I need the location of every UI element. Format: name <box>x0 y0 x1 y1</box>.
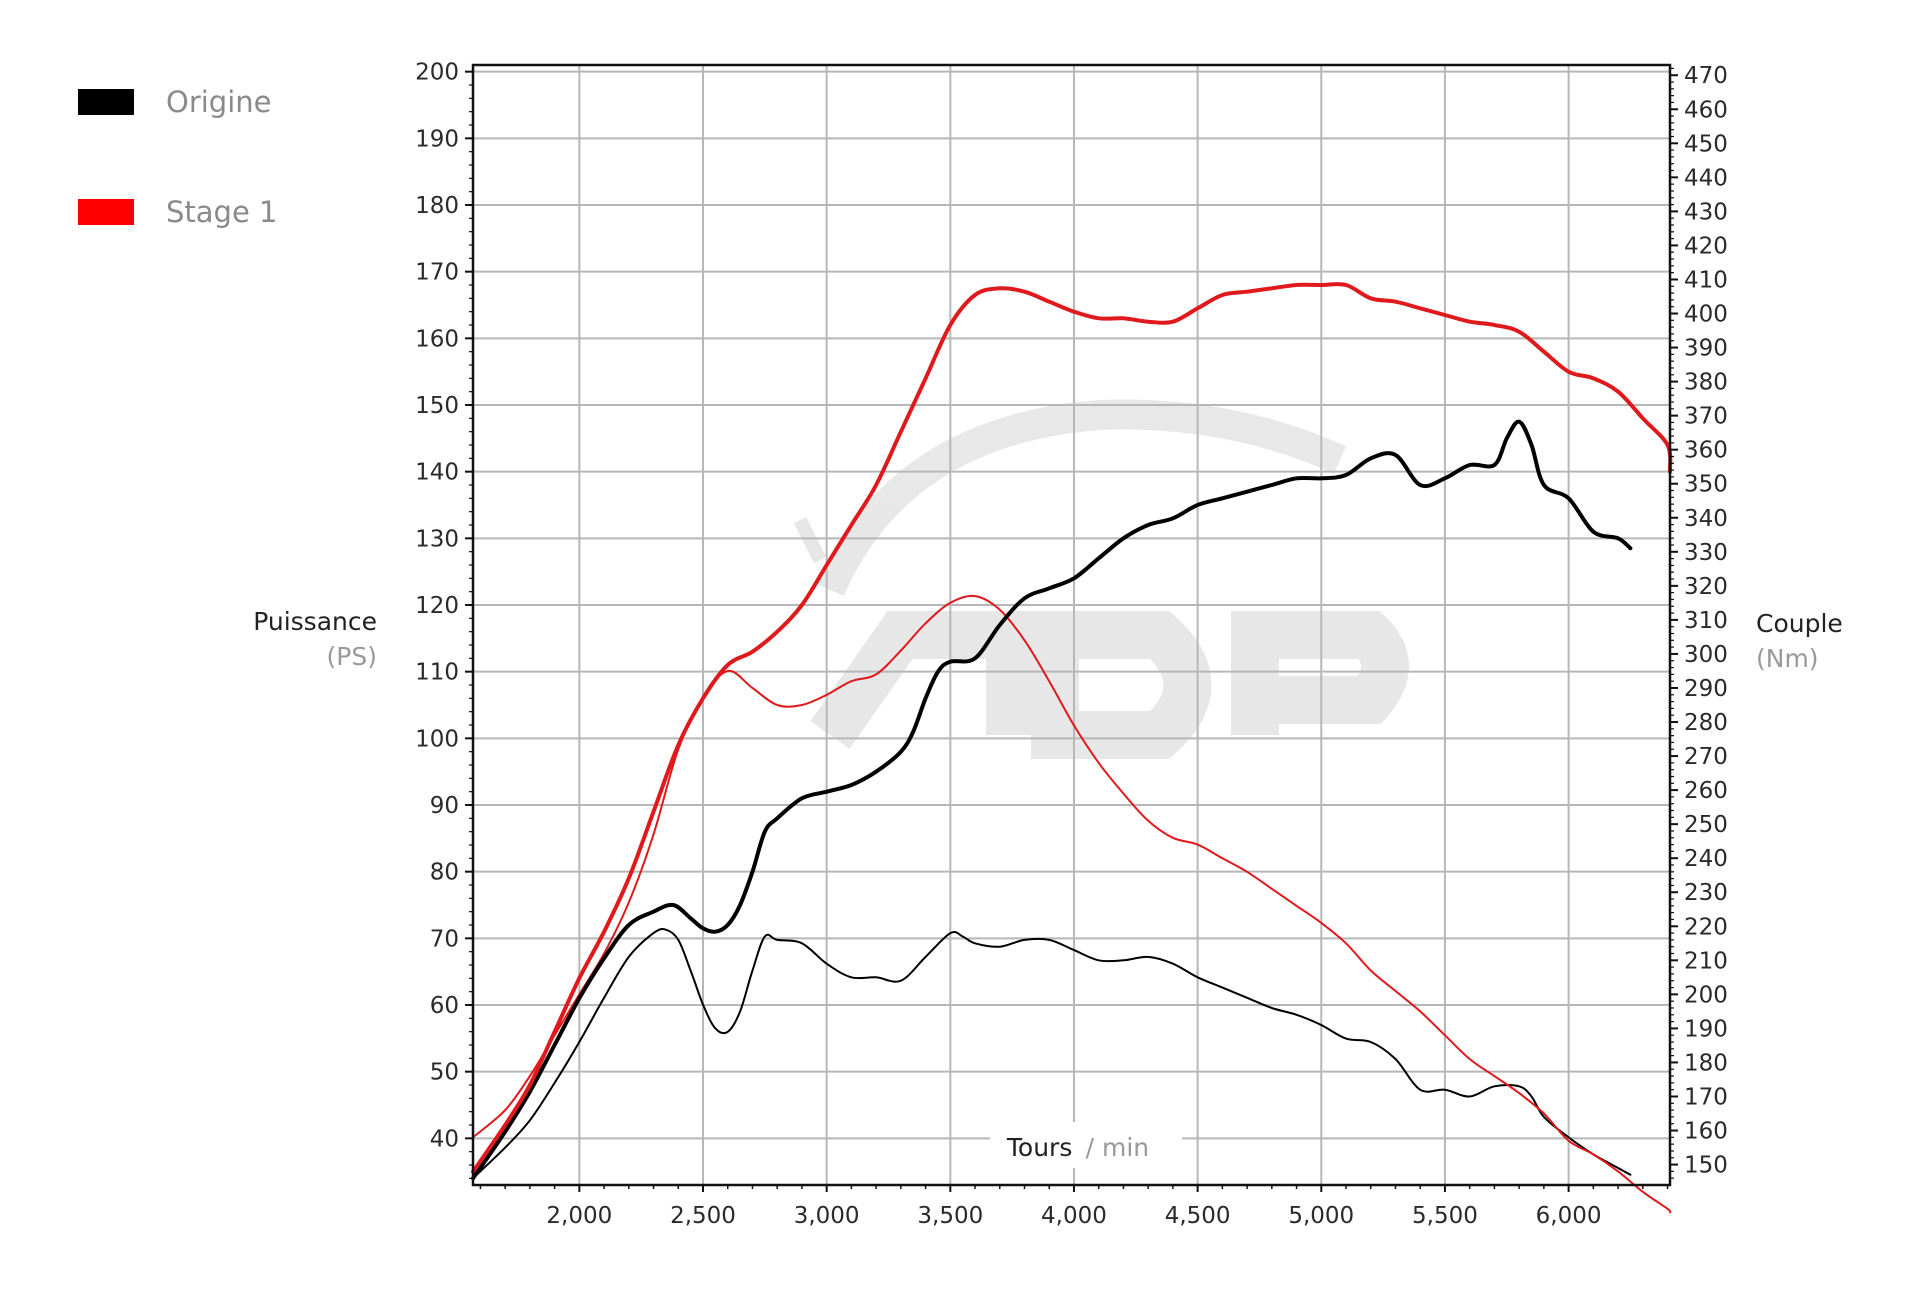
y-right-tick-label: 270 <box>1684 744 1728 770</box>
x-tick-label: 3,000 <box>794 1203 860 1229</box>
legend-label-stage1: Stage 1 <box>166 195 278 229</box>
watermark-needle-left <box>793 516 827 564</box>
y-left-tick-label: 160 <box>415 326 459 352</box>
y-right-tick-label: 250 <box>1684 812 1728 838</box>
y-right-tick-label: 220 <box>1684 914 1728 940</box>
y-right-tick-label: 360 <box>1684 438 1728 464</box>
y-left-tick-label: 110 <box>415 660 459 686</box>
grid-lines <box>473 65 1670 1185</box>
x-axis-title: Tours / min <box>1006 1132 1149 1162</box>
y-left-tick-label: 140 <box>415 460 459 486</box>
y-right-tick-label: 320 <box>1684 574 1728 600</box>
y-right-tick-label: 310 <box>1684 608 1728 634</box>
y-right-tick-label: 400 <box>1684 302 1728 328</box>
y-right-tick-label: 230 <box>1684 880 1728 906</box>
y-right-tick-label: 380 <box>1684 370 1728 396</box>
y-left-tick-label: 150 <box>415 393 459 419</box>
right-axis-title: Couple <box>1756 609 1843 638</box>
x-tick-label: 4,500 <box>1165 1203 1231 1229</box>
y-right-tick-label: 420 <box>1684 233 1728 259</box>
y-left-tick-label: 40 <box>430 1126 459 1152</box>
y-right-tick-label: 330 <box>1684 540 1728 566</box>
x-axis-unit: / min <box>1086 1133 1150 1162</box>
x-tick-label: 5,500 <box>1412 1203 1478 1229</box>
x-tick-label: 6,000 <box>1536 1203 1602 1229</box>
y-right-tick-label: 280 <box>1684 710 1728 736</box>
x-tick-label: 2,000 <box>546 1203 612 1229</box>
watermark-arc <box>816 399 1347 597</box>
y-right-tick-label: 430 <box>1684 199 1728 225</box>
left-axis-unit: (PS) <box>327 642 377 671</box>
x-tick-label: 3,500 <box>917 1203 983 1229</box>
y-right-tick-label: 200 <box>1684 982 1728 1008</box>
y-right-tick-label: 350 <box>1684 472 1728 498</box>
right-axis-unit: (Nm) <box>1756 644 1819 673</box>
plot-frame <box>471 63 1672 1187</box>
series-origine-couple-line <box>472 928 1632 1180</box>
series-layer <box>471 282 1673 1214</box>
y-left-tick-label: 190 <box>415 126 459 152</box>
y-left-tick-label: 170 <box>415 260 459 286</box>
y-left-tick-label: 120 <box>415 593 459 619</box>
y-left-tick-label: 130 <box>415 526 459 552</box>
y-right-tick-label: 240 <box>1684 846 1728 872</box>
y-right-tick-label: 300 <box>1684 642 1728 668</box>
y-left-tick-label: 60 <box>430 993 459 1019</box>
watermark-logo <box>793 399 1409 759</box>
watermark-letters <box>810 611 1409 759</box>
y-left-tick-label: 70 <box>430 926 459 952</box>
y-right-tick-label: 370 <box>1684 404 1728 430</box>
y-right-tick-label: 180 <box>1684 1050 1728 1076</box>
y-right-tick-label: 470 <box>1684 63 1728 89</box>
y-right-tick-label: 190 <box>1684 1016 1728 1042</box>
y-right-tick-label: 390 <box>1684 336 1728 362</box>
y-right-tick-label: 150 <box>1684 1153 1728 1179</box>
y-right-tick-label: 460 <box>1684 97 1728 123</box>
y-right-tick-label: 440 <box>1684 165 1728 191</box>
y-left-tick-label: 100 <box>415 726 459 752</box>
y-left-tick-label: 90 <box>430 793 459 819</box>
legend-label-origine: Origine <box>166 85 272 119</box>
left-axis-title: Puissance <box>253 607 377 636</box>
legend-swatch-origine <box>78 89 134 115</box>
y-left-tick-label: 200 <box>415 60 459 86</box>
y-right-tick-label: 410 <box>1684 267 1728 293</box>
x-tick-label: 4,000 <box>1041 1203 1107 1229</box>
x-axis-label: Tours <box>1006 1133 1072 1162</box>
plot-background <box>473 65 1670 1185</box>
x-tick-label: 5,000 <box>1288 1203 1354 1229</box>
axis-ticks: 2,000 2,500 3,000 3,500 4,000 4,500 5,000 5,500… <box>415 60 1728 1229</box>
y-left-tick-label: 180 <box>415 193 459 219</box>
y-left-tick-label: 80 <box>430 860 459 886</box>
series-stage1-puissance-line <box>471 282 1673 1174</box>
y-right-tick-label: 170 <box>1684 1084 1728 1110</box>
y-right-tick-label: 290 <box>1684 676 1728 702</box>
y-right-tick-label: 260 <box>1684 778 1728 804</box>
x-axis-title-background <box>990 1122 1182 1168</box>
y-right-tick-label: 160 <box>1684 1119 1728 1145</box>
y-left-tick-label: 50 <box>430 1060 459 1086</box>
legend-item-stage1: Stage 1 <box>78 195 277 229</box>
legend-item-origine: Origine <box>78 85 272 119</box>
x-tick-label: 2,500 <box>670 1203 736 1229</box>
legend-swatch-stage1 <box>78 199 134 225</box>
series-origine-puissance-line <box>471 419 1633 1181</box>
y-right-tick-label: 450 <box>1684 131 1728 157</box>
y-right-tick-label: 340 <box>1684 506 1728 532</box>
y-right-tick-label: 210 <box>1684 948 1728 974</box>
